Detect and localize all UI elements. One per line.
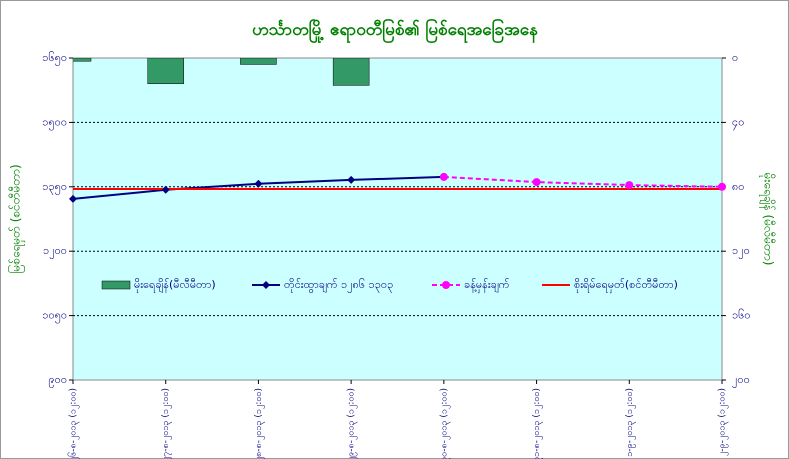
y2-tick-label: ၄၀ <box>732 115 744 130</box>
legend-label: မိုးရေချိန်(မီလီမီတာ) <box>134 278 216 293</box>
marker <box>161 185 170 194</box>
x-tick-label: ၃၁-၈-၂၀၁၃ (၁၂:၀၀) <box>532 388 543 459</box>
x-tick-label: ၂၇-၈-၂၀၁၃ (၁၂:၀၀) <box>161 388 172 459</box>
x-tick-label: ၁-၉-၂၀၁၃ (၁၂:၀၀) <box>625 388 636 457</box>
bar <box>332 58 370 86</box>
x-tick-label: ၂၉-၈-၂၀၁၃ (၁၂:၀၀) <box>347 388 358 459</box>
chart-title: ဟင်္သာတမြို့ ဧရာဝတီမြစ်၏ မြစ်ရေအခြေအနေ <box>252 17 538 44</box>
y-tick-label: ၁၃၅၀ <box>42 180 67 195</box>
legend-label: ခန့်မှန်းချက် <box>464 278 510 293</box>
marker <box>347 175 356 184</box>
marker <box>439 172 448 181</box>
bar <box>73 58 92 62</box>
x-tick-label: ၂-၉-၂၀၁၃ (၁၂:၀၀) <box>718 388 729 456</box>
y-tick-label: ၉၀၀ <box>48 373 67 388</box>
y-axis-title: မြစ်ရေမှတ် (စင်တီမီတာ) <box>7 164 26 273</box>
y-tick-label: ၁၀၅၀ <box>42 309 67 324</box>
y2-tick-label: ၁၂၀ <box>732 244 750 259</box>
y2-axis-title: မိုးရေချိန် (မီလီမီတာ) <box>759 173 777 266</box>
y2-tick-label: ၁၆၀ <box>732 309 751 322</box>
x-tick-label: ၂၈-၈-၂၀၁၃ (၁၂:၀၀) <box>254 388 265 459</box>
marker <box>532 178 541 187</box>
y-tick-label: ၁၆၅၀ <box>42 51 67 66</box>
y-tick-label: ၁၅၀၀ <box>42 115 67 130</box>
y2-tick-label: ၈၀ <box>732 180 744 193</box>
marker <box>69 194 77 203</box>
plot-area <box>72 57 723 381</box>
x-tick-label: ၂၆-၈-၂၀၁၃ (၁၂:၀၀) <box>68 388 80 459</box>
marker <box>625 181 634 190</box>
legend-swatch <box>101 280 131 290</box>
legend-label: စိုးရိမ်ရေမှတ်(စင်တီမီတာ) <box>574 278 678 293</box>
legend-marker <box>262 281 270 289</box>
bar <box>147 58 184 85</box>
marker <box>718 182 726 191</box>
y2-tick-label: ၀ <box>732 51 738 64</box>
bar <box>240 58 277 65</box>
y2-tick-label: ၂၀၀ <box>732 373 750 388</box>
legend-label: တိုင်းထွာချက် ၁၂၈၆ ၁၃၀၃ <box>284 278 393 293</box>
y-tick-label: ၁၂၀၀ <box>43 244 67 259</box>
legend-marker <box>442 281 450 289</box>
marker <box>254 179 263 188</box>
x-tick-label: ၃၀-၈-၂၀၁၃ (၁၂:၀၀) <box>439 388 450 459</box>
series-line <box>443 175 722 188</box>
